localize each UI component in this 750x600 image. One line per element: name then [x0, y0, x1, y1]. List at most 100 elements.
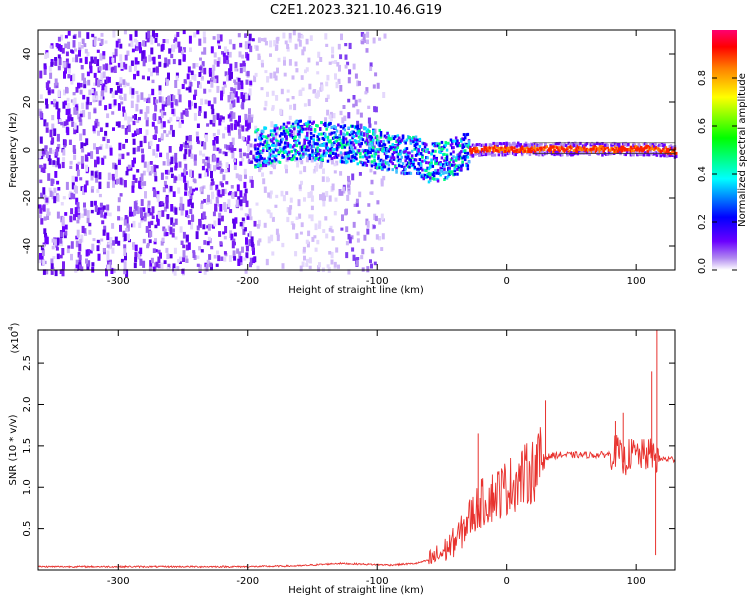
noise-cell: [351, 140, 355, 145]
signal-cell: [390, 145, 393, 149]
noise-cell: [54, 171, 58, 178]
noise-cell: [174, 176, 178, 181]
signal-cell: [619, 148, 622, 152]
noise-cell: [93, 108, 97, 114]
noise-cell: [250, 117, 254, 123]
noise-cell: [326, 264, 330, 268]
noise-cell: [298, 187, 302, 192]
noise-cell: [241, 157, 245, 162]
noise-cell: [140, 92, 144, 100]
signal-cell: [659, 143, 662, 147]
noise-cell: [190, 202, 194, 209]
noise-cell: [363, 234, 367, 241]
noise-cell: [139, 47, 142, 54]
noise-cell: [92, 125, 96, 132]
signal-cell: [647, 153, 651, 157]
noise-cell: [153, 240, 157, 245]
noise-cell: [67, 245, 71, 249]
noise-cell: [252, 247, 255, 255]
noise-cell: [231, 137, 235, 145]
signal-cell: [462, 138, 466, 142]
signal-cell: [484, 151, 488, 155]
signal-cell: [480, 153, 484, 157]
noise-cell: [314, 92, 318, 98]
signal-cell: [610, 143, 613, 147]
noise-cell: [49, 147, 53, 154]
noise-cell: [61, 268, 65, 277]
noise-cell: [70, 192, 74, 199]
signal-cell: [508, 149, 511, 153]
noise-cell: [74, 207, 78, 214]
signal-cell: [265, 136, 269, 139]
noise-cell: [107, 64, 111, 71]
signal-cell: [273, 159, 277, 163]
signal-cell: [562, 149, 565, 153]
signal-cell: [658, 143, 661, 147]
noise-cell: [158, 138, 161, 142]
noise-cell: [382, 218, 385, 222]
signal-cell: [528, 148, 532, 152]
signal-cell: [616, 142, 620, 146]
noise-cell: [100, 238, 104, 242]
noise-cell: [356, 231, 360, 236]
signal-cell: [259, 154, 262, 158]
signal-cell: [642, 148, 646, 151]
signal-cell: [418, 158, 422, 161]
noise-cell: [186, 73, 190, 80]
signal-cell: [405, 163, 409, 167]
signal-cell: [356, 124, 359, 128]
signal-cell: [357, 140, 361, 144]
signal-cell: [326, 146, 330, 150]
noise-cell: [164, 102, 168, 107]
noise-cell: [249, 45, 253, 53]
signal-cell: [347, 156, 350, 160]
signal-cell: [317, 137, 321, 141]
noise-cell: [244, 213, 248, 217]
noise-cell: [220, 169, 224, 173]
noise-cell: [216, 33, 220, 41]
signal-cell: [553, 145, 556, 149]
signal-cell: [444, 141, 447, 145]
noise-cell: [206, 259, 210, 264]
noise-cell: [102, 71, 106, 79]
signal-cell: [493, 144, 497, 148]
signal-cell: [256, 143, 260, 147]
signal-cell: [596, 147, 599, 151]
noise-cell: [83, 43, 87, 48]
noise-cell: [62, 149, 66, 156]
signal-cell: [302, 152, 305, 156]
signal-cell: [282, 126, 286, 130]
noise-cell: [260, 159, 264, 164]
signal-cell: [435, 177, 438, 181]
noise-cell: [176, 266, 180, 271]
noise-cell: [198, 218, 202, 227]
noise-cell: [60, 231, 64, 238]
noise-cell: [109, 56, 113, 65]
noise-cell: [155, 165, 159, 169]
signal-cell: [440, 169, 444, 172]
noise-cell: [356, 109, 360, 115]
noise-cell: [75, 163, 79, 171]
noise-cell: [203, 47, 207, 55]
signal-cell: [514, 153, 517, 157]
noise-cell: [294, 61, 298, 67]
noise-cell: [182, 54, 186, 62]
signal-cell: [575, 143, 578, 147]
noise-cell: [96, 49, 100, 53]
noise-cell: [63, 71, 66, 79]
signal-cell: [430, 161, 433, 165]
signal-cell: [438, 162, 441, 166]
noise-cell: [120, 258, 124, 263]
noise-cell: [161, 43, 165, 50]
signal-cell: [429, 172, 432, 176]
noise-cell: [81, 163, 85, 169]
signal-cell: [379, 135, 383, 139]
noise-cell: [45, 127, 49, 133]
signal-cell: [430, 158, 433, 162]
signal-cell: [348, 133, 352, 137]
noise-cell: [59, 237, 63, 244]
noise-cell: [212, 36, 216, 40]
signal-cell: [370, 154, 374, 158]
noise-cell: [167, 95, 170, 104]
snr-ytick-label: 0.5: [22, 521, 33, 537]
